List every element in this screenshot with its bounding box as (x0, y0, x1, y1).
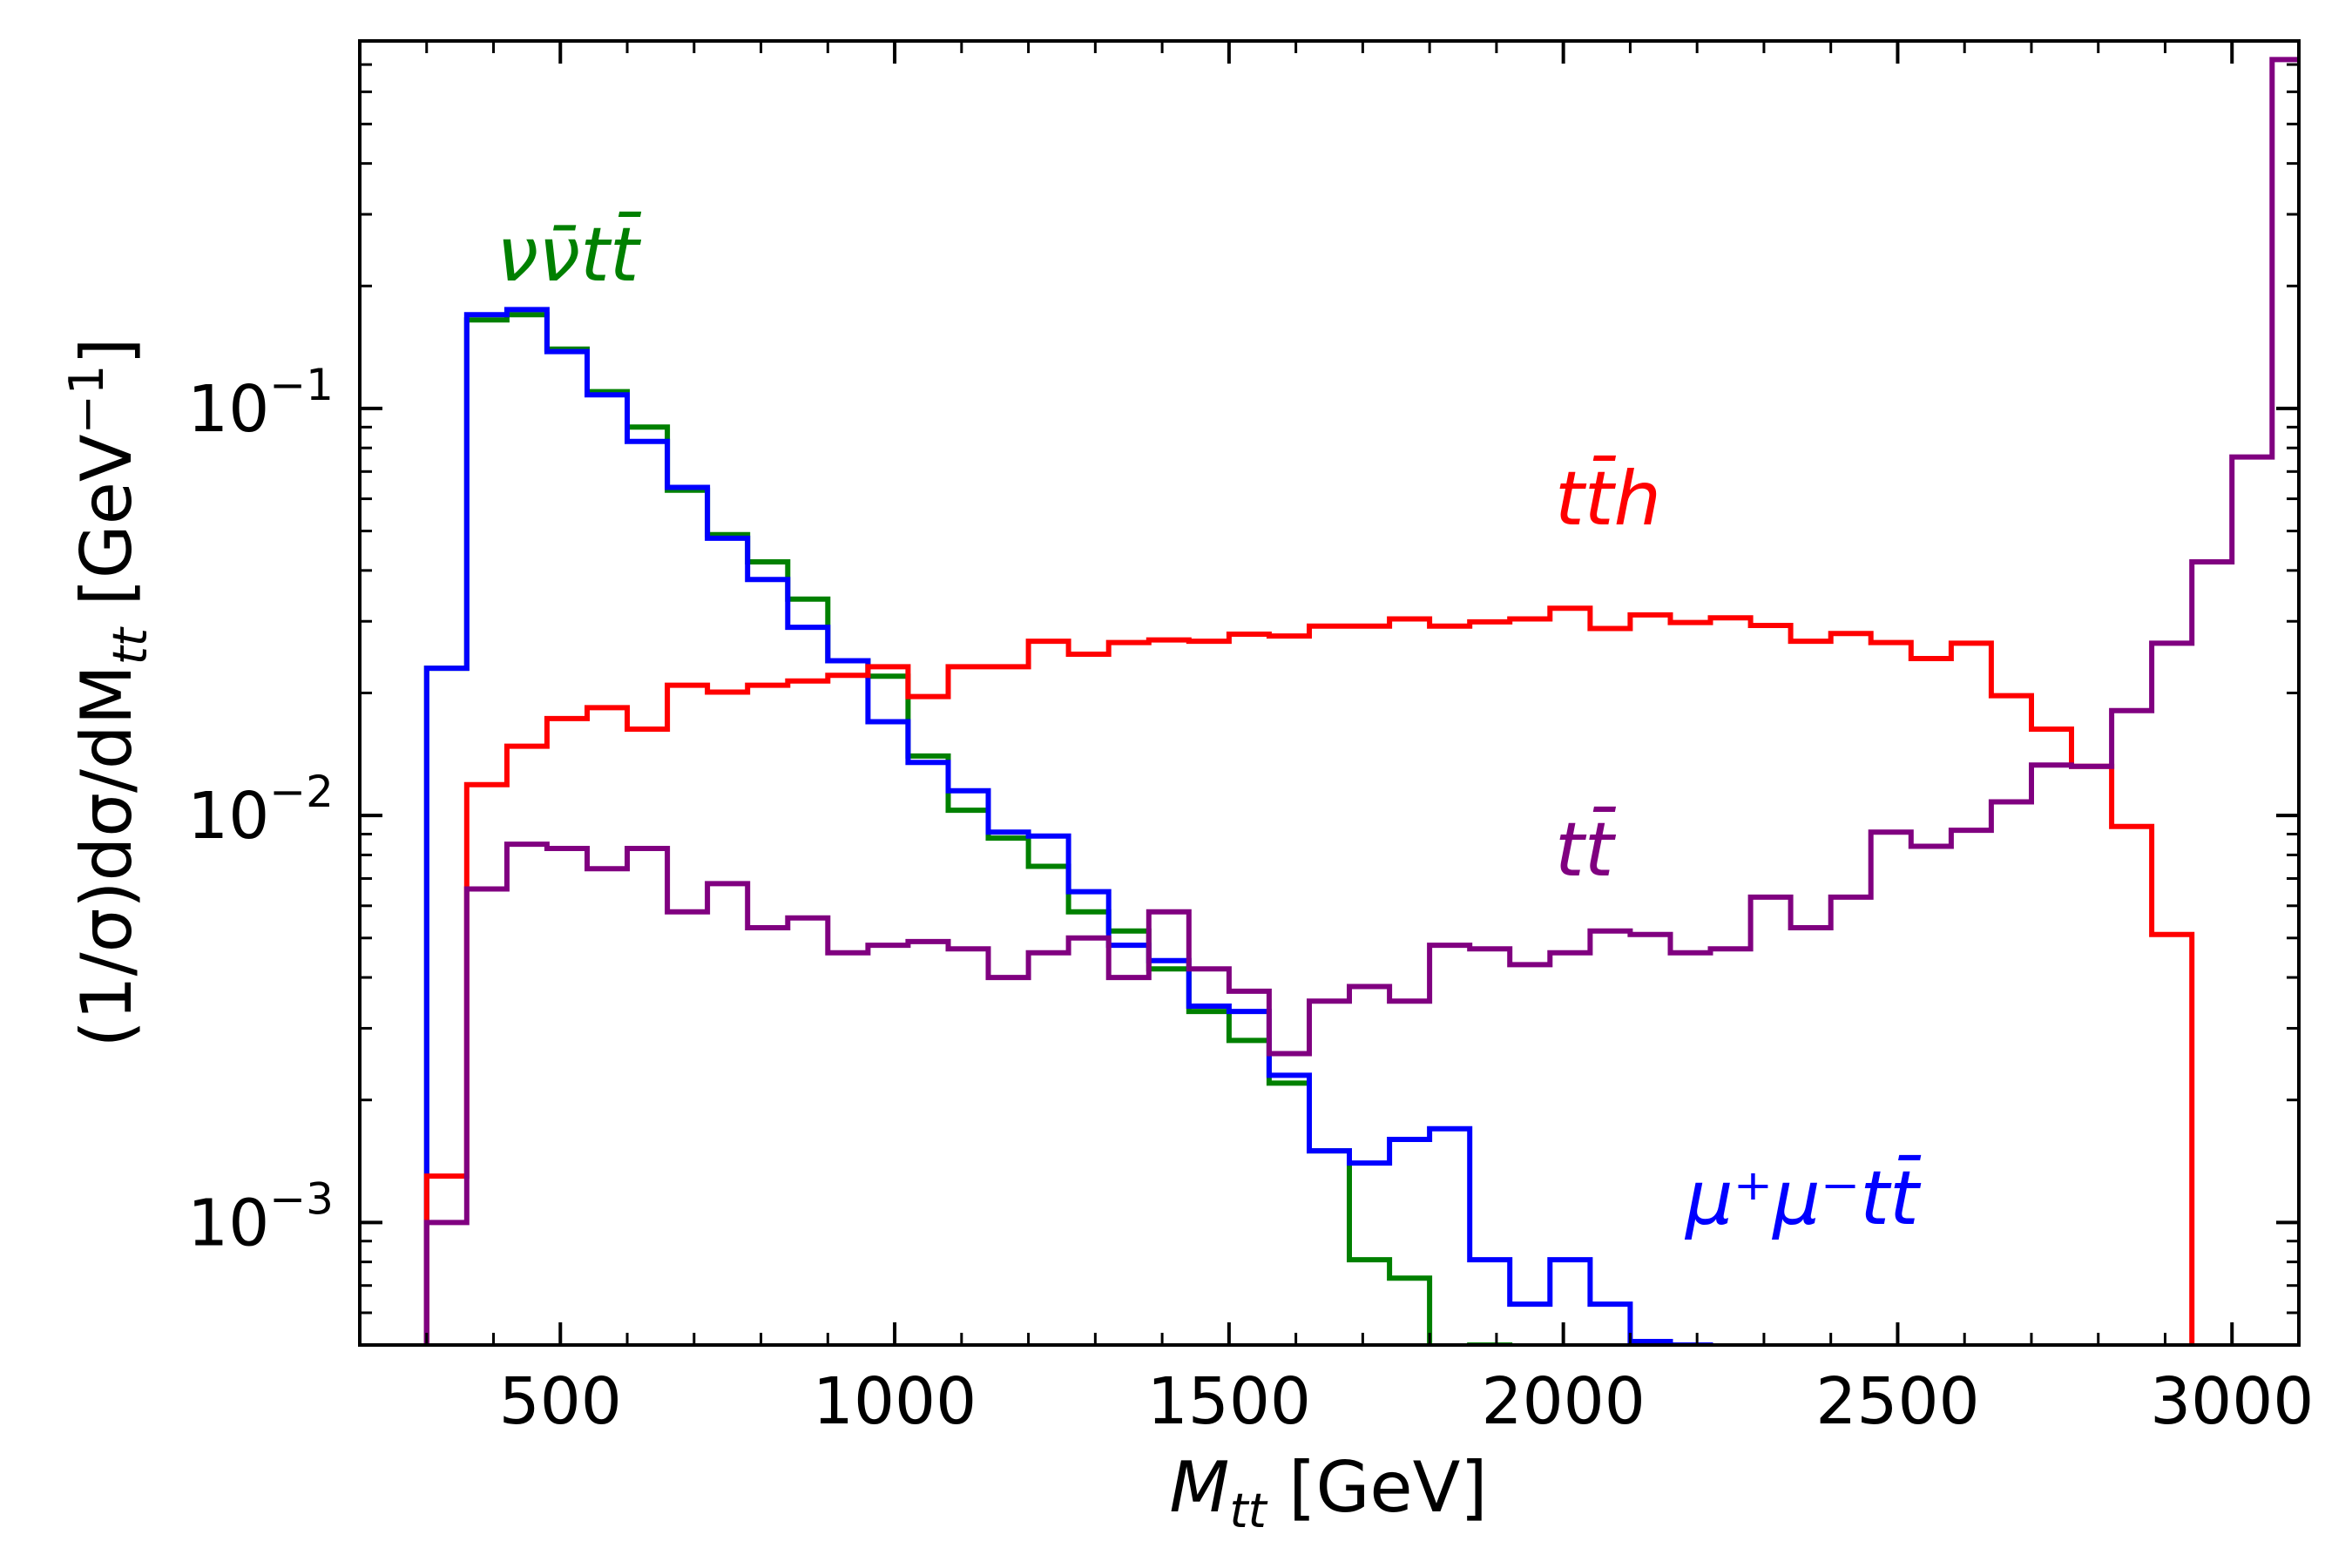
annotation-tt: tt̄ (1555, 805, 1617, 894)
y-tick-label: 10−3 (187, 1173, 334, 1260)
label-mumu-tt-text: μ⁺μ⁻tt̄ (1684, 1153, 1922, 1242)
series-line-3 (423, 57, 2299, 1345)
annotation-nunu-tt: νν̄tt̄ (497, 210, 642, 299)
x-axis-title: Mtt [GeV] (1169, 1447, 1487, 1538)
annotation-tth: tt̄h (1555, 454, 1661, 543)
y-axis-title-unit: [GeV (66, 434, 147, 628)
y-tick-label-exp: −2 (269, 767, 334, 817)
y-axis-title-unit-close: ] (66, 338, 147, 365)
label-tt: tt̄ (1555, 805, 1617, 894)
y-tick-label-base: 10 (187, 372, 269, 447)
label-nunu-tt-text: νν̄tt̄ (497, 210, 642, 299)
x-tick-label: 1500 (1147, 1364, 1311, 1439)
x-tick-label: 500 (499, 1364, 622, 1439)
x-tick-label: 2000 (1481, 1364, 1645, 1439)
label-mumu-tt: μ⁺μ⁻tt̄ (1684, 1153, 1922, 1242)
y-tick-label-exp: −1 (269, 360, 334, 410)
y-tick-label-base: 10 (187, 779, 269, 854)
series-line-1 (423, 307, 1713, 1345)
y-axis-title-unit-exp: −1 (59, 365, 114, 435)
x-axis-title-unit: [GeV] (1267, 1447, 1488, 1528)
y-tick-label-base: 10 (187, 1186, 269, 1260)
label-tt-text: tt̄ (1555, 805, 1617, 894)
x-tick-label: 2500 (1815, 1364, 1979, 1439)
x-axis-title-sub: tt (1229, 1484, 1267, 1538)
y-tick-label: 10−1 (187, 360, 334, 447)
x-axis-title-main: M (1169, 1447, 1229, 1528)
annotation-mumu-tt: μ⁺μ⁻tt̄ (1684, 1153, 1922, 1242)
y-tick-label: 10−2 (187, 767, 334, 854)
series-layer (423, 57, 2299, 1345)
x-tick-label: 1000 (813, 1364, 977, 1439)
label-tth: tt̄h (1555, 454, 1661, 543)
y-tick-label-exp: −3 (269, 1173, 334, 1224)
y-axis-title-sub: tt (103, 626, 158, 665)
label-nunu-tt: νν̄tt̄ (497, 210, 642, 299)
y-axis-title: (1/σ)dσ/dMtt [GeV−1] (59, 338, 158, 1048)
x-tick-label: 3000 (2150, 1364, 2314, 1439)
series-line-2 (423, 605, 2195, 1345)
y-axis-title-prefix: (1/σ)dσ/dM (66, 665, 147, 1047)
label-tth-text: tt̄h (1555, 454, 1661, 543)
